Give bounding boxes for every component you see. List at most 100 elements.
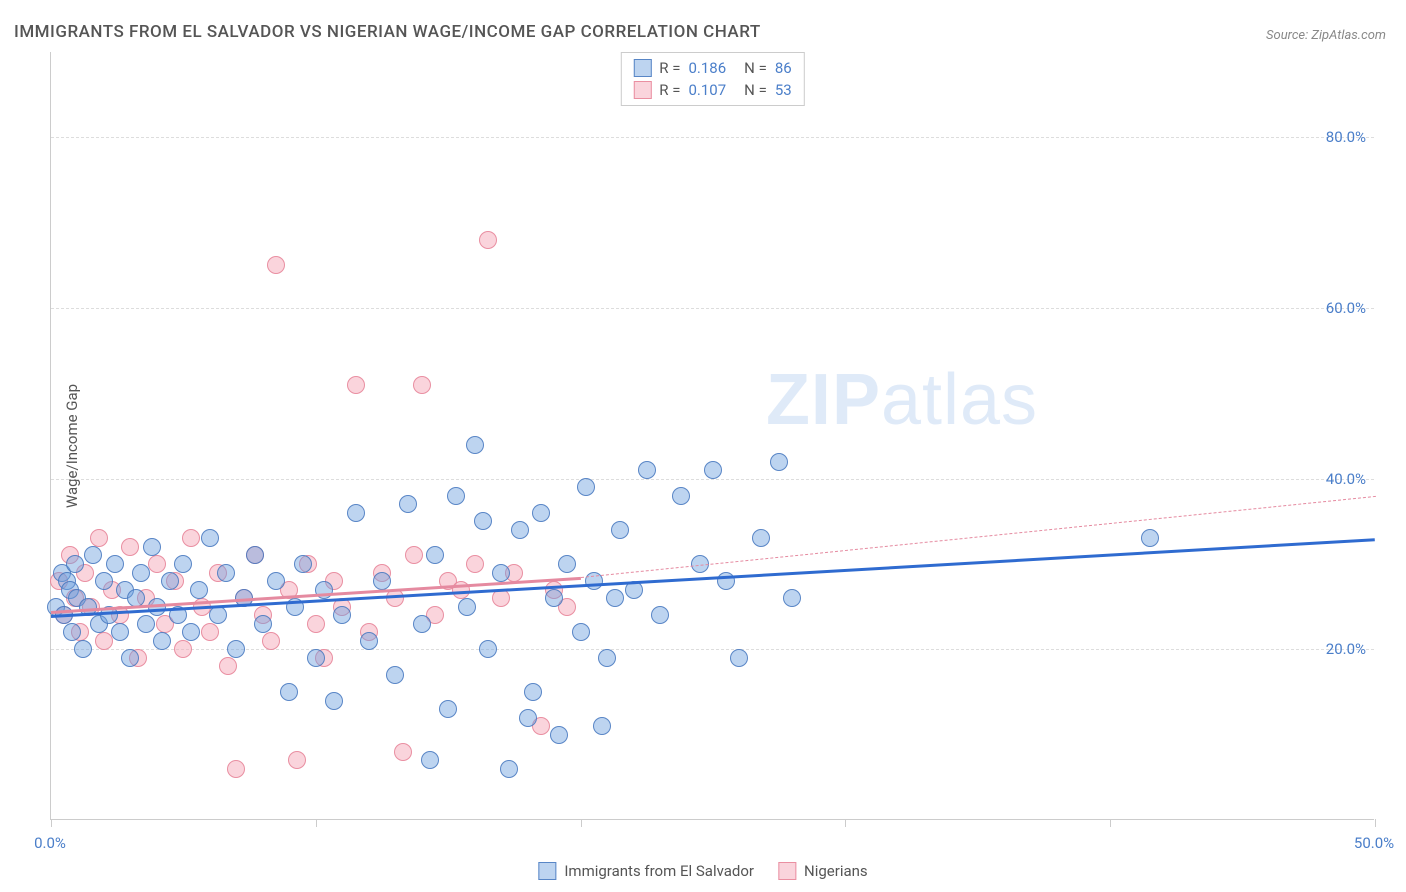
scatter-point bbox=[511, 521, 529, 539]
scatter-point bbox=[730, 649, 748, 667]
scatter-point bbox=[373, 572, 391, 590]
r-label: R = bbox=[659, 59, 680, 77]
scatter-point bbox=[550, 726, 568, 744]
scatter-point bbox=[174, 640, 192, 658]
scatter-point bbox=[267, 256, 285, 274]
watermark-bold: ZIP bbox=[766, 360, 881, 440]
x-tick bbox=[581, 819, 582, 827]
scatter-point bbox=[466, 555, 484, 573]
scatter-point bbox=[1141, 529, 1159, 547]
scatter-point bbox=[606, 589, 624, 607]
scatter-point bbox=[74, 640, 92, 658]
scatter-point bbox=[783, 589, 801, 607]
scatter-point bbox=[217, 564, 235, 582]
scatter-point bbox=[413, 376, 431, 394]
scatter-point bbox=[458, 598, 476, 616]
scatter-point bbox=[421, 751, 439, 769]
y-tick-label: 40.0% bbox=[1326, 470, 1366, 488]
scatter-point bbox=[307, 649, 325, 667]
scatter-point bbox=[447, 487, 465, 505]
scatter-point bbox=[121, 538, 139, 556]
scatter-point bbox=[611, 521, 629, 539]
scatter-point bbox=[519, 709, 537, 727]
scatter-point bbox=[577, 478, 595, 496]
scatter-point bbox=[267, 572, 285, 590]
source-attribution: Source: ZipAtlas.com bbox=[1266, 28, 1386, 43]
scatter-point bbox=[399, 495, 417, 513]
y-tick-label: 60.0% bbox=[1326, 299, 1366, 317]
scatter-point bbox=[360, 632, 378, 650]
scatter-point bbox=[479, 640, 497, 658]
scatter-point bbox=[770, 453, 788, 471]
scatter-point bbox=[288, 751, 306, 769]
scatter-point bbox=[638, 461, 656, 479]
scatter-point bbox=[153, 632, 171, 650]
scatter-point bbox=[132, 564, 150, 582]
scatter-point bbox=[347, 376, 365, 394]
x-tick bbox=[1375, 819, 1376, 827]
legend-swatch-blue bbox=[633, 59, 651, 77]
n-label: N = bbox=[744, 59, 767, 77]
scatter-point bbox=[254, 615, 272, 633]
scatter-point bbox=[84, 546, 102, 564]
scatter-point bbox=[545, 589, 563, 607]
scatter-point bbox=[466, 436, 484, 454]
scatter-point bbox=[219, 657, 237, 675]
grid-line bbox=[51, 649, 1374, 650]
legend-label-a: Immigrants from El Salvador bbox=[564, 862, 754, 880]
scatter-point bbox=[651, 606, 669, 624]
watermark-light: atlas bbox=[881, 360, 1038, 440]
n-value-b: 53 bbox=[775, 81, 792, 99]
x-tick bbox=[845, 819, 846, 827]
scatter-point bbox=[106, 555, 124, 573]
scatter-point bbox=[280, 683, 298, 701]
scatter-point bbox=[227, 760, 245, 778]
y-tick-label: 20.0% bbox=[1326, 640, 1366, 658]
scatter-point bbox=[262, 632, 280, 650]
correlation-legend: R = 0.186 N = 86 R = 0.107 N = 53 bbox=[620, 52, 804, 106]
r-value-a: 0.186 bbox=[688, 59, 726, 77]
grid-line bbox=[51, 137, 1374, 138]
scatter-point bbox=[161, 572, 179, 590]
scatter-point bbox=[182, 623, 200, 641]
scatter-point bbox=[190, 581, 208, 599]
scatter-point bbox=[593, 717, 611, 735]
scatter-point bbox=[307, 615, 325, 633]
scatter-point bbox=[137, 615, 155, 633]
series-legend: Immigrants from El Salvador Nigerians bbox=[538, 862, 867, 880]
legend-swatch-pink bbox=[778, 862, 796, 880]
scatter-point bbox=[333, 606, 351, 624]
grid-line bbox=[51, 308, 1374, 309]
plot-area: R = 0.186 N = 86 R = 0.107 N = 53 ZIPatl… bbox=[50, 52, 1374, 820]
scatter-point bbox=[201, 529, 219, 547]
scatter-point bbox=[90, 529, 108, 547]
scatter-point bbox=[386, 666, 404, 684]
legend-row-b: R = 0.107 N = 53 bbox=[633, 79, 791, 101]
n-value-a: 86 bbox=[775, 59, 792, 77]
scatter-point bbox=[201, 623, 219, 641]
scatter-point bbox=[672, 487, 690, 505]
scatter-point bbox=[121, 649, 139, 667]
scatter-point bbox=[246, 546, 264, 564]
trend-line-dashed bbox=[581, 496, 1375, 578]
chart-title: IMMIGRANTS FROM EL SALVADOR VS NIGERIAN … bbox=[14, 22, 761, 42]
scatter-point bbox=[572, 623, 590, 641]
x-tick bbox=[316, 819, 317, 827]
scatter-point bbox=[227, 640, 245, 658]
scatter-point bbox=[95, 572, 113, 590]
x-tick bbox=[51, 819, 52, 827]
scatter-point bbox=[752, 529, 770, 547]
scatter-point bbox=[143, 538, 161, 556]
scatter-point bbox=[479, 231, 497, 249]
scatter-point bbox=[66, 555, 84, 573]
scatter-point bbox=[439, 700, 457, 718]
legend-item-b: Nigerians bbox=[778, 862, 868, 880]
scatter-point bbox=[500, 760, 518, 778]
scatter-point bbox=[294, 555, 312, 573]
x-tick-label: 0.0% bbox=[34, 834, 66, 852]
scatter-point bbox=[474, 512, 492, 530]
watermark: ZIPatlas bbox=[766, 359, 1038, 441]
legend-swatch-pink bbox=[633, 81, 651, 99]
scatter-point bbox=[148, 555, 166, 573]
scatter-point bbox=[174, 555, 192, 573]
